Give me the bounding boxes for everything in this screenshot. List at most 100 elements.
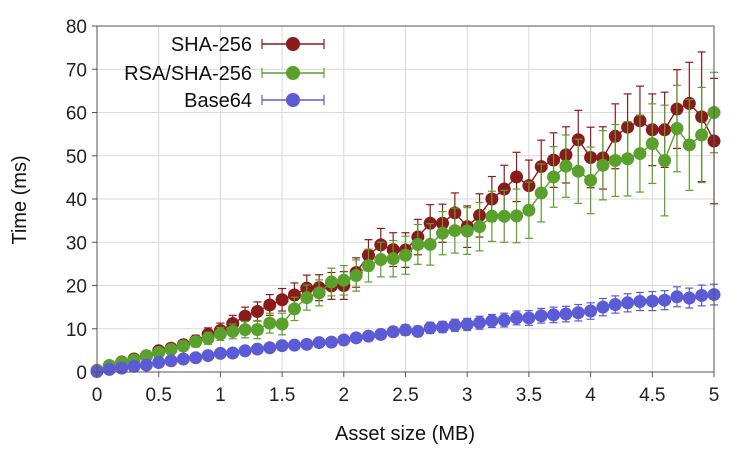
data-point [670, 122, 684, 136]
data-point [287, 288, 301, 302]
x-axis-title: Asset size (MB) [335, 423, 475, 445]
legend-label: RSA/SHA-256 [124, 63, 252, 85]
data-point [152, 346, 166, 360]
data-point [485, 314, 499, 328]
y-tick-label: 0 [76, 363, 87, 384]
data-point [176, 339, 190, 353]
data-point [510, 311, 524, 325]
data-point [250, 342, 264, 356]
data-point [176, 352, 190, 366]
data-point [238, 309, 252, 323]
data-point [189, 335, 203, 349]
y-tick-label: 30 [66, 233, 87, 254]
data-point [584, 304, 598, 318]
data-point [411, 237, 425, 251]
data-point [312, 336, 326, 350]
data-point [423, 321, 437, 335]
data-point [584, 173, 598, 187]
data-point [127, 359, 141, 373]
y-tick-label: 70 [66, 60, 87, 81]
data-point [238, 323, 252, 337]
data-point [411, 324, 425, 338]
data-point [658, 154, 672, 168]
data-point [324, 275, 338, 289]
x-tick-label: 2 [339, 385, 350, 406]
data-point [522, 311, 536, 325]
data-point [374, 253, 388, 267]
y-tick-label: 40 [66, 190, 87, 211]
y-tick-label: 80 [66, 17, 87, 38]
legend-marker [286, 66, 300, 80]
data-point [361, 259, 375, 273]
data-point [497, 182, 511, 196]
data-point [559, 159, 573, 173]
data-point [608, 298, 622, 312]
data-point [645, 137, 659, 151]
data-point [300, 291, 314, 305]
legend-marker [286, 37, 300, 51]
data-point [275, 317, 289, 331]
data-point [460, 224, 474, 238]
x-tick-label: 2.5 [392, 385, 418, 406]
x-tick-label: 4 [585, 385, 596, 406]
data-point [571, 306, 585, 320]
data-point [633, 295, 647, 309]
data-point [621, 152, 635, 166]
data-point [473, 316, 487, 330]
data-point [164, 354, 178, 368]
data-point [361, 329, 375, 343]
data-point [102, 362, 116, 376]
data-point [460, 317, 474, 331]
plot-series [90, 51, 721, 379]
data-point [152, 355, 166, 369]
data-point [534, 186, 548, 200]
data-point [213, 327, 227, 341]
series-base64 [90, 283, 721, 379]
data-point [189, 351, 203, 365]
legend-item: SHA-256 [171, 34, 325, 56]
legend-label: Base64 [184, 90, 252, 112]
data-point [263, 298, 277, 312]
data-point [695, 288, 709, 302]
legend-marker [286, 93, 300, 107]
data-point [682, 138, 696, 152]
data-point [337, 273, 351, 287]
y-tick-label: 60 [66, 104, 87, 125]
data-point [300, 337, 314, 351]
data-point [374, 327, 388, 341]
data-point [337, 333, 351, 347]
data-point [386, 325, 400, 339]
data-point [287, 338, 301, 352]
data-point [238, 344, 252, 358]
data-point [250, 323, 264, 337]
data-point [621, 296, 635, 310]
data-point [115, 361, 129, 375]
data-point [201, 349, 215, 363]
data-point [645, 294, 659, 308]
data-point [695, 128, 709, 142]
data-point [139, 349, 153, 363]
data-point [608, 154, 622, 168]
data-point [497, 209, 511, 223]
data-point [658, 293, 672, 307]
data-point [275, 293, 289, 307]
x-tick-label: 0 [92, 385, 103, 406]
data-point [139, 358, 153, 372]
data-point [633, 147, 647, 161]
y-tick-label: 20 [66, 277, 87, 298]
data-point [547, 170, 561, 184]
data-point [201, 331, 215, 345]
data-point [547, 308, 561, 322]
data-point [559, 307, 573, 321]
data-point [436, 320, 450, 334]
data-point [226, 324, 240, 338]
data-point [485, 209, 499, 223]
x-tick-label: 0.5 [145, 385, 171, 406]
data-point [571, 164, 585, 178]
data-point [423, 237, 437, 251]
data-point [349, 331, 363, 345]
legend: SHA-256 RSA/SHA-256 Base64 [124, 34, 325, 112]
